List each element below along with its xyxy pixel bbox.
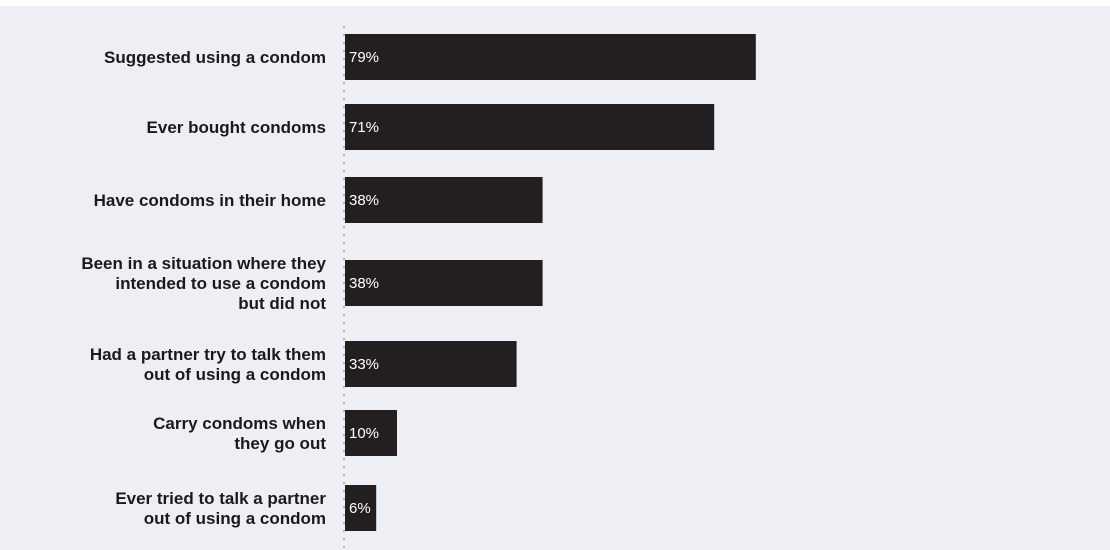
category-label-line: Ever bought condoms (147, 118, 326, 137)
category-label: Have condoms in their home (94, 191, 326, 210)
bar (345, 34, 756, 80)
category-label-line: out of using a condom (144, 365, 326, 384)
category-label-line: but did not (238, 294, 326, 313)
category-label: Ever tried to talk a partner out of using… (115, 489, 326, 528)
bar (345, 410, 397, 456)
top-band (0, 0, 1110, 6)
category-label-line: Had a partner try to talk them (90, 345, 326, 364)
bar-value-label: 6% (349, 500, 371, 517)
category-label-line: Carry condoms when (153, 414, 326, 433)
category-label: Ever bought condoms (147, 118, 326, 137)
category-label-line: Been in a situation where they (81, 254, 326, 273)
bars-group: 79% Suggested using a condom 71% Ever bough… (81, 34, 756, 531)
category-label: Had a partner try to talk them out of usi… (90, 345, 326, 384)
category-label-line: Have condoms in their home (94, 191, 326, 210)
bar (345, 260, 543, 306)
bar-value-label: 79% (349, 49, 379, 66)
bar-value-label: 10% (349, 425, 379, 442)
bar (345, 341, 517, 387)
category-label-line: Ever tried to talk a partner (115, 489, 326, 508)
bar (345, 177, 543, 223)
category-label-line: out of using a condom (144, 509, 326, 528)
bar-value-label: 38% (349, 192, 379, 209)
category-label: Carry condoms when they go out (153, 414, 326, 453)
category-label-line: they go out (234, 434, 326, 453)
category-label: Suggested using a condom (104, 48, 326, 67)
category-label-line: Suggested using a condom (104, 48, 326, 67)
bar-value-label: 71% (349, 119, 379, 136)
category-label-line: intended to use a condom (115, 274, 326, 293)
bar-value-label: 33% (349, 356, 379, 373)
bar (345, 485, 377, 531)
category-label: Been in a situation where they intended t… (81, 254, 326, 313)
bar (345, 104, 715, 150)
bar-value-label: 38% (349, 275, 379, 292)
